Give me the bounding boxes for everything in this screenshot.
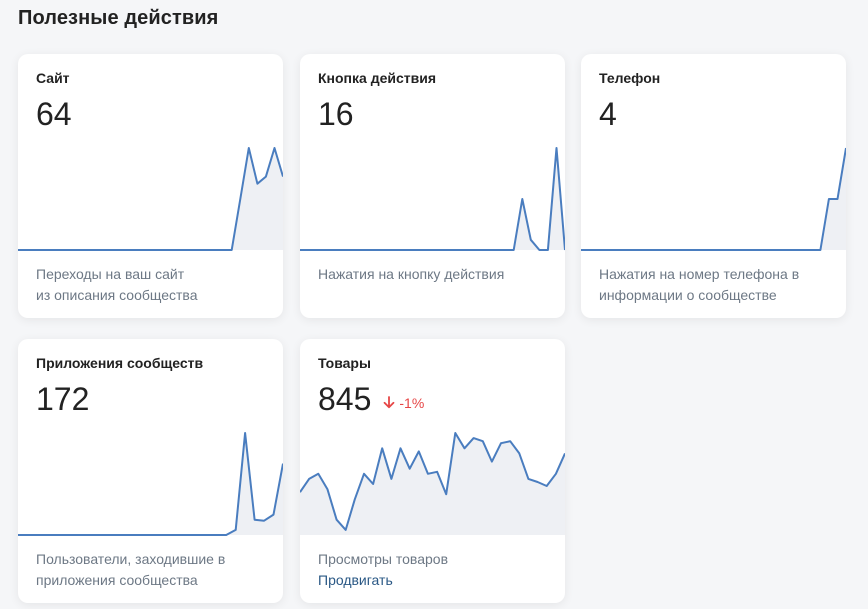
- card-description: Пользователи, заходившие в приложения со…: [36, 551, 226, 588]
- trend-badge: -1%: [383, 395, 424, 411]
- stat-card-community-apps[interactable]: Приложения сообществ 172 Пользователи, з…: [18, 339, 283, 603]
- sparkline-svg: [300, 147, 565, 251]
- card-title: Кнопка действия: [318, 70, 436, 86]
- card-title: Приложения сообществ: [36, 355, 204, 371]
- section-title: Полезные действия: [18, 7, 219, 29]
- sparkline-area: [300, 148, 565, 250]
- sparkline-line: [300, 432, 565, 531]
- card-description: Просмотры товаров Продвигать: [318, 549, 548, 591]
- sparkline-line: [581, 147, 846, 251]
- sparkline-area: [18, 148, 283, 250]
- sparkline-chart: [18, 425, 283, 537]
- sparkline-area: [18, 433, 283, 535]
- sparkline-chart: [300, 425, 565, 537]
- sparkline-svg: [18, 147, 283, 251]
- sparkline-line: [18, 147, 283, 251]
- sparkline-line: [300, 147, 565, 251]
- sparkline-chart: [18, 140, 283, 252]
- card-value: 16: [318, 96, 354, 132]
- sparkline-svg: [300, 432, 565, 535]
- arrow-down-icon: [383, 396, 395, 409]
- promote-link[interactable]: Продвигать: [318, 572, 393, 588]
- card-value: 172: [36, 381, 90, 417]
- stat-card-site[interactable]: Сайт 64 Переходы на ваш сайт из описания…: [18, 54, 283, 318]
- stat-card-phone[interactable]: Телефон 4 Нажатия на номер телефона в ин…: [581, 54, 846, 318]
- card-value: 64: [36, 96, 72, 132]
- sparkline-chart: [581, 140, 846, 252]
- card-title: Телефон: [599, 70, 661, 86]
- sparkline-chart: [300, 140, 565, 252]
- card-description: Нажатия на кнопку действия: [318, 266, 505, 282]
- sparkline-svg: [18, 432, 283, 536]
- card-value: 4: [599, 96, 617, 132]
- stat-card-action-button[interactable]: Кнопка действия 16 Нажатия на кнопку дей…: [300, 54, 565, 318]
- sparkline-svg: [581, 147, 846, 251]
- sparkline-area: [300, 433, 565, 535]
- card-title: Товары: [318, 355, 371, 371]
- card-description: Переходы на ваш сайт из описания сообщес…: [36, 266, 198, 303]
- stat-card-goods[interactable]: Товары 845 -1% Просмотры товаров Продвиг…: [300, 339, 565, 603]
- card-title: Сайт: [36, 70, 70, 86]
- sparkline-line: [18, 432, 283, 536]
- card-value: 845 -1%: [318, 381, 425, 417]
- card-description: Нажатия на номер телефона в информации о…: [599, 266, 800, 303]
- sparkline-area: [581, 148, 846, 250]
